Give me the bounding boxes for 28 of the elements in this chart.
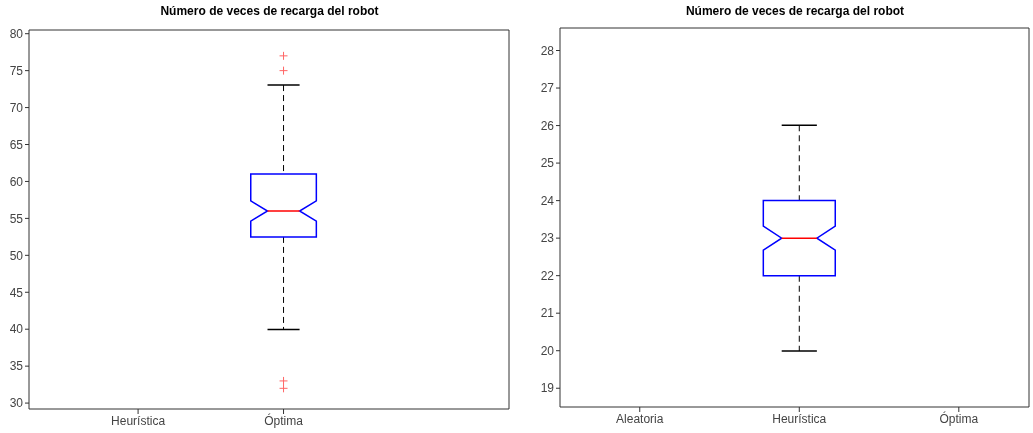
y-tick-label: 65 <box>9 137 24 152</box>
y-tick-label: 27 <box>540 81 555 96</box>
y-tick-label: 55 <box>9 211 24 226</box>
y-tick-label: 50 <box>9 248 24 263</box>
y-tick-label: 30 <box>9 396 24 411</box>
y-tick-label: 20 <box>540 343 555 358</box>
y-tick-label: 21 <box>540 306 555 321</box>
y-tick-label: 24 <box>540 193 555 208</box>
y-tick-label: 35 <box>9 359 24 374</box>
y-tick-label: 80 <box>9 26 24 41</box>
y-tick-label: 22 <box>540 268 555 283</box>
y-tick-label: 70 <box>9 100 24 115</box>
chart-title: Número de veces de recarga del robot <box>159 4 380 18</box>
y-tick-label: 45 <box>9 285 24 300</box>
x-tick-label: Aleatoria <box>616 411 664 426</box>
y-tick-label: 26 <box>540 118 555 133</box>
chart-title: Número de veces de recarga del robot <box>684 4 906 18</box>
x-tick-label: Heurística <box>772 411 827 426</box>
y-tick-label: 25 <box>540 156 555 171</box>
y-tick-label: 23 <box>540 231 555 246</box>
x-tick-label: Óptima <box>264 412 304 428</box>
y-tick-label: 40 <box>9 322 24 337</box>
y-tick-label: 60 <box>9 174 24 189</box>
y-tick-label: 28 <box>540 43 555 58</box>
x-tick-label: Heurística <box>111 413 166 428</box>
y-tick-label: 75 <box>9 63 24 78</box>
x-tick-label: Óptima <box>939 410 979 426</box>
y-tick-label: 19 <box>540 381 555 396</box>
